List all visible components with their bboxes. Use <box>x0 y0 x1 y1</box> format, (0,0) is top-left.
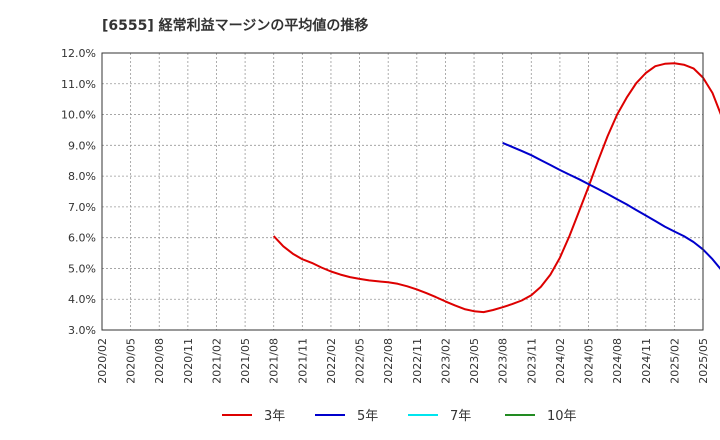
series-line <box>502 141 720 270</box>
legend-label: 10年 <box>547 409 577 424</box>
y-tick-label: 6.0% <box>68 232 96 245</box>
y-tick-label: 7.0% <box>68 201 96 214</box>
y-tick-label: 12.0% <box>61 47 96 60</box>
x-tick-label: 2022/11 <box>411 338 424 384</box>
x-tick-label: 2020/02 <box>96 338 109 384</box>
chart-title: [6555] 経常利益マージンの平均値の推移 <box>102 17 368 34</box>
x-tick-label: 2020/05 <box>125 338 138 384</box>
x-tick-label: 2020/08 <box>153 338 166 384</box>
x-tick-label: 2023/05 <box>468 338 481 384</box>
x-tick-label: 2024/02 <box>554 338 567 384</box>
x-tick-label: 2021/11 <box>296 338 309 384</box>
x-tick-label: 2023/02 <box>439 338 452 384</box>
y-tick-label: 9.0% <box>68 139 96 152</box>
legend-label: 5年 <box>357 409 378 424</box>
x-tick-label: 2025/02 <box>668 338 681 384</box>
x-tick-label: 2023/11 <box>525 338 538 384</box>
y-tick-label: 11.0% <box>61 78 96 91</box>
y-axis-ticks: 3.0% 4.0% 5.0% 6.0% 7.0% 8.0% 9.0% 10.0% 11.0% 12… <box>61 47 96 337</box>
legend-label: 7年 <box>450 409 471 424</box>
legend: 3年 5年 7年 10年 <box>222 409 577 424</box>
x-tick-label: 2022/02 <box>325 338 338 384</box>
legend-label: 3年 <box>264 409 285 424</box>
y-tick-label: 5.0% <box>68 262 96 275</box>
y-tick-label: 8.0% <box>68 170 96 183</box>
x-tick-label: 2022/08 <box>382 338 395 384</box>
x-tick-label: 2025/05 <box>697 338 710 384</box>
x-tick-label: 2021/05 <box>239 338 252 384</box>
x-tick-label: 2024/11 <box>640 338 653 384</box>
x-tick-label: 2023/08 <box>497 338 510 384</box>
y-tick-label: 4.0% <box>68 293 96 306</box>
x-tick-label: 2024/08 <box>611 338 624 384</box>
series-lines <box>272 62 720 314</box>
x-tick-label: 2021/08 <box>268 338 281 384</box>
x-tick-label: 2022/05 <box>354 338 367 384</box>
y-tick-label: 3.0% <box>68 324 96 337</box>
plot-frame <box>101 52 704 331</box>
x-tick-label: 2021/02 <box>210 338 223 384</box>
y-tick-label: 10.0% <box>61 109 96 122</box>
series-line <box>272 62 720 314</box>
x-axis-ticks: 2020/02 2020/05 2020/08 2020/11 2021/02 2021/… <box>96 338 710 384</box>
x-tick-label: 2020/11 <box>182 338 195 384</box>
x-tick-label: 2024/05 <box>583 338 596 384</box>
grid <box>102 53 703 330</box>
